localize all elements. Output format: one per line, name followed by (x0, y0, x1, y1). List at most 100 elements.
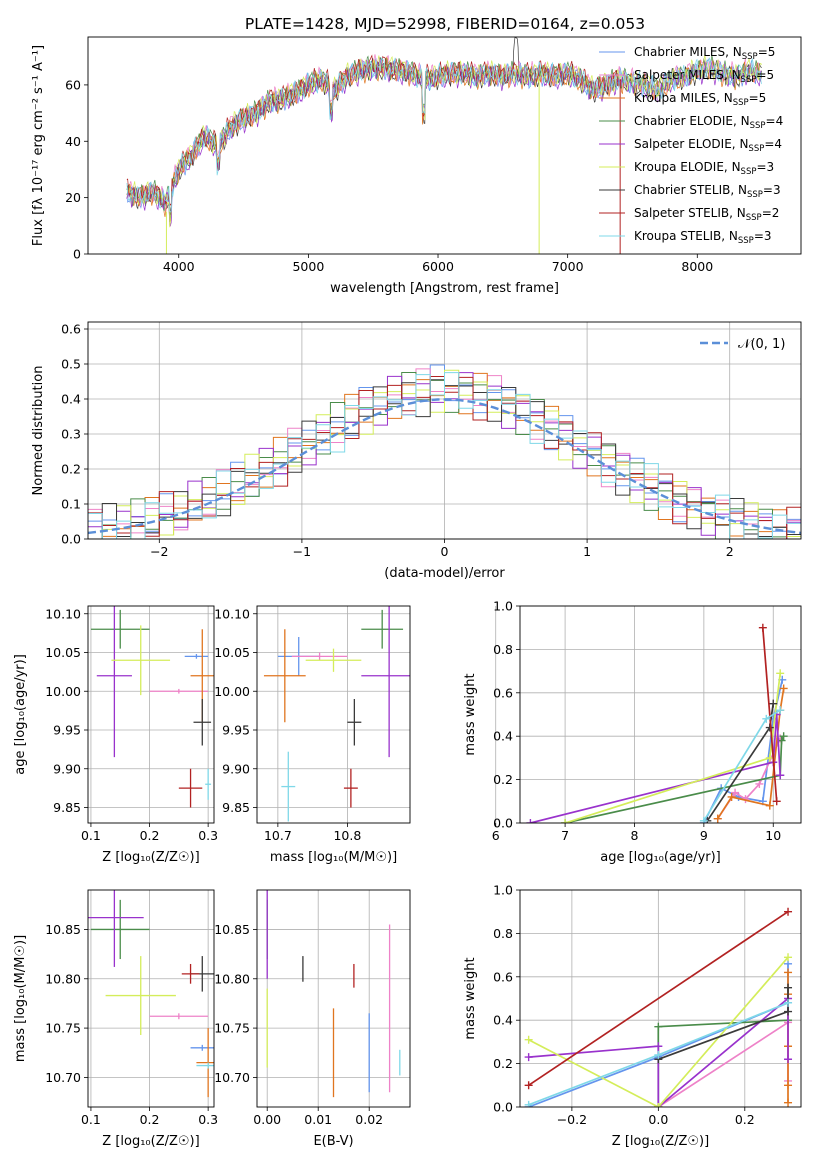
weight-marker (779, 684, 788, 693)
y-axis-label: mass [log₁₀(M/M☉)] (13, 935, 28, 1062)
figure-title: PLATE=1428, MJD=52998, FIBERID=0164, z=0… (245, 15, 645, 33)
y-tick-label: 0.0 (61, 532, 81, 547)
errorbar-point-3 (90, 609, 150, 649)
weight-marker (784, 1098, 793, 1107)
x-tick-label: 0.3 (198, 828, 218, 843)
y-tick-label: 0.3 (61, 427, 81, 442)
legend-nssp-symbol: N (732, 68, 741, 82)
legend-nssp-value: 4 (776, 114, 784, 128)
y-axis-label: age [log₁₀(age/yr)] (13, 654, 28, 775)
y-tick-label: 10.85 (45, 922, 81, 937)
legend-equals: = (764, 137, 774, 151)
plot-area-mass_vs_Z (88, 890, 214, 1098)
legend-nssp-value: 5 (768, 45, 776, 59)
legend-nssp-symbol: N (741, 114, 750, 128)
legend-nssp-value: 3 (764, 229, 772, 243)
y-tick-label: 0 (73, 247, 81, 262)
y-tick-label: 9.95 (222, 723, 250, 738)
x-tick-label: 4000 (163, 259, 195, 274)
axes-frame (87, 605, 215, 824)
weight-marker (784, 983, 793, 992)
weight-line-7 (528, 910, 789, 1087)
legend-entry: 𝒩(0, 1) (738, 337, 785, 352)
plot-area-weight_vs_Z (524, 907, 793, 1107)
weight-marker (776, 706, 785, 715)
y-axis-label: Flux [fλ 10⁻¹⁷ erg cm⁻² s⁻¹ A⁻¹] (31, 45, 46, 246)
legend-entry: Kroupa MILES, NSSP=5 (634, 91, 766, 108)
legend-equals: = (766, 114, 776, 128)
y-tick-label: 10.75 (214, 1021, 250, 1036)
legend-equals: = (754, 229, 764, 243)
legend-equals: = (749, 91, 759, 105)
y-tick-label: 0.2 (493, 1056, 513, 1071)
weight-marker (654, 1103, 663, 1107)
weight-marker (762, 714, 771, 723)
weight-marker (524, 1035, 533, 1044)
y-tick-label: 0.2 (493, 772, 513, 787)
legend-model-name: Salpeter ELODIE (634, 137, 732, 151)
legend-model-name: Kroupa ELODIE (634, 160, 724, 174)
errorbar-point-5 (105, 956, 176, 1035)
y-tick-label: 0.6 (493, 685, 513, 700)
x-axis-label: Z [log₁₀(Z/Z☉)] (102, 1134, 199, 1149)
errorbar-point-2 (263, 629, 306, 723)
y-tick-label: 0.4 (493, 729, 513, 744)
x-tick-label: 0 (441, 544, 449, 559)
legend-nssp-subscript: SSP (748, 144, 764, 154)
x-tick-label: 0.1 (81, 828, 101, 843)
y-tick-label: 10.80 (214, 971, 250, 986)
legend-separator: , (724, 160, 732, 174)
weight-line-3 (564, 735, 785, 823)
legend-nssp-value: 5 (767, 68, 775, 82)
legend-nssp-symbol: N (738, 183, 747, 197)
x-tick-label: 0.3 (198, 1112, 218, 1127)
legend-nssp-symbol: N (733, 45, 742, 59)
histogram-legend: 𝒩(0, 1) (700, 337, 785, 352)
x-tick-label: 6 (492, 828, 500, 843)
axes-frame (519, 889, 802, 1108)
y-tick-label: 1.0 (493, 883, 513, 898)
legend-nssp-subscript: SSP (746, 213, 762, 223)
spectrum-line-7 (126, 54, 622, 208)
y-tick-label: 40 (65, 134, 81, 149)
legend-entry: Chabrier MILES, NSSP=5 (634, 45, 775, 62)
weight-marker (526, 819, 535, 823)
x-tick-label: 2 (726, 544, 734, 559)
legend-nssp-symbol: N (739, 137, 748, 151)
weight-marker (784, 968, 793, 977)
weight-line-8 (703, 709, 781, 822)
panel-age_vs_Z: 0.1 0.2 0.3 9.85 9.90 9.95 10.00 10.05 10.10 Z [l… (13, 605, 218, 865)
errorbar-point-0 (184, 654, 209, 659)
y-axis-label: mass weight (463, 673, 478, 755)
errorbar-point-1 (149, 688, 209, 694)
errorbar-point-7 (181, 963, 200, 984)
x-tick-label: 0.2 (140, 828, 160, 843)
legend-nssp-value: 3 (773, 183, 781, 197)
x-tick-label: 0.2 (735, 1112, 755, 1127)
errorbar-point-0 (190, 1044, 214, 1051)
axes-frame (256, 889, 411, 1108)
legend-nssp-symbol: N (732, 160, 741, 174)
panel-weight_vs_Z: −0.2 0.0 0.2 0.0 0.2 0.4 0.6 0.8 1.0 Z [log₁₀(Z/Z… (463, 883, 802, 1149)
legend-entry: Chabrier ELODIE, NSSP=4 (634, 114, 783, 131)
weight-marker (524, 1081, 533, 1090)
errorbar-point-5 (111, 625, 171, 696)
errorbar-point-1 (291, 652, 348, 661)
legend-model-name: Salpeter STELIB (634, 206, 729, 220)
spectrum-line-3 (126, 55, 762, 221)
x-tick-label: 8000 (681, 259, 713, 274)
weight-marker (654, 1042, 663, 1051)
legend-entry: Salpeter ELODIE, NSSP=4 (634, 137, 782, 154)
errorbar-point-4 (361, 606, 410, 758)
axes-frame (519, 605, 802, 824)
panel-residuals: −2 −1 0 1 2 0.0 0.1 0.2 0.3 0.4 0.5 0.6 (data-model)… (31, 322, 802, 581)
panel-age_vs_mass: 10.7 10.8 9.85 9.90 9.95 10.00 10.05 10.10 mass … (214, 605, 411, 865)
y-axis-label: mass weight (463, 957, 478, 1039)
y-tick-label: 0.2 (61, 462, 81, 477)
panel-mass_vs_Z: 0.1 0.2 0.3 10.70 10.75 10.80 10.85 Z [log₁₀(Z/… (13, 889, 218, 1149)
legend-nssp-value: 5 (759, 91, 767, 105)
legend-nssp-subscript: SSP (738, 236, 754, 246)
weight-marker (524, 1100, 533, 1107)
legend-entry: Salpeter STELIB, NSSP=2 (634, 206, 779, 223)
